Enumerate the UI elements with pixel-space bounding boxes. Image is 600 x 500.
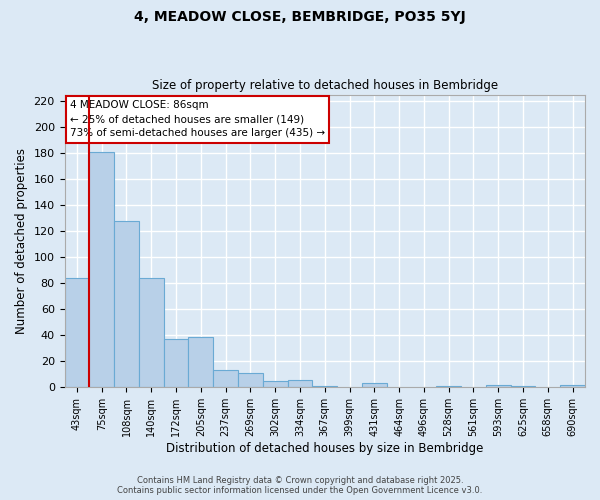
Bar [213, 370, 238, 388]
Bar [139, 278, 164, 388]
Bar [114, 221, 139, 388]
Text: Contains HM Land Registry data © Crown copyright and database right 2025.
Contai: Contains HM Land Registry data © Crown c… [118, 476, 482, 495]
Title: Size of property relative to detached houses in Bembridge: Size of property relative to detached ho… [152, 79, 498, 92]
Bar [362, 384, 387, 388]
Bar [188, 336, 213, 388]
X-axis label: Distribution of detached houses by size in Bembridge: Distribution of detached houses by size … [166, 442, 484, 455]
Text: 4, MEADOW CLOSE, BEMBRIDGE, PO35 5YJ: 4, MEADOW CLOSE, BEMBRIDGE, PO35 5YJ [134, 10, 466, 24]
Bar [89, 152, 114, 388]
Y-axis label: Number of detached properties: Number of detached properties [15, 148, 28, 334]
Bar [313, 386, 337, 388]
Bar [436, 386, 461, 388]
Bar [164, 339, 188, 388]
Bar [486, 384, 511, 388]
Bar [263, 381, 287, 388]
Bar [287, 380, 313, 388]
Bar [511, 386, 535, 388]
Text: 4 MEADOW CLOSE: 86sqm
← 25% of detached houses are smaller (149)
73% of semi-det: 4 MEADOW CLOSE: 86sqm ← 25% of detached … [70, 100, 325, 138]
Bar [238, 373, 263, 388]
Bar [560, 384, 585, 388]
Bar [65, 278, 89, 388]
